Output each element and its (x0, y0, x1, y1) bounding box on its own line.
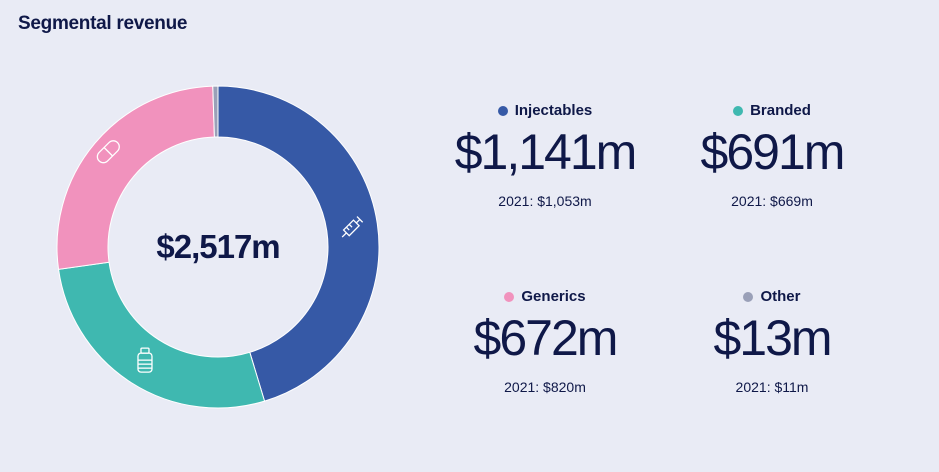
stat-label: Injectables (514, 102, 593, 119)
stat-prior: 2021: $820m (504, 379, 586, 395)
donut-slice-other (212, 85, 219, 138)
stat-label: Branded (750, 102, 811, 119)
stat-branded: Branded $691m 2021: $669m (657, 102, 887, 209)
legend-dot (497, 105, 508, 116)
legend-dot (504, 291, 515, 302)
legend-dot (743, 291, 754, 302)
syringe-icon (341, 216, 364, 238)
stat-value: $1,141m (454, 124, 638, 180)
donut-slice-injectables (217, 85, 380, 402)
stat-other: Other $13m 2021: $11m (657, 288, 887, 395)
stat-value: $13m (713, 310, 832, 366)
stat-prior: 2021: $11m (735, 379, 809, 395)
stat-injectables: Injectables $1,141m 2021: $1,053m (430, 102, 660, 209)
stat-value: $672m (473, 310, 619, 366)
donut-slice-branded (57, 261, 266, 409)
stat-value: $691m (700, 124, 846, 180)
capsule-icon (96, 140, 120, 164)
donut-chart (56, 85, 380, 409)
legend-dot (733, 105, 744, 116)
stat-label: Generics (521, 288, 586, 305)
stat-prior: 2021: $669m (731, 193, 813, 209)
total-revenue: $2,517m (156, 228, 280, 265)
stat-generics: Generics $672m 2021: $820m (430, 288, 660, 395)
stat-label: Other (760, 288, 801, 305)
page-title: Segmental revenue (18, 13, 188, 34)
stat-prior: 2021: $1,053m (498, 193, 592, 209)
medicine-bottle-icon (137, 347, 153, 373)
